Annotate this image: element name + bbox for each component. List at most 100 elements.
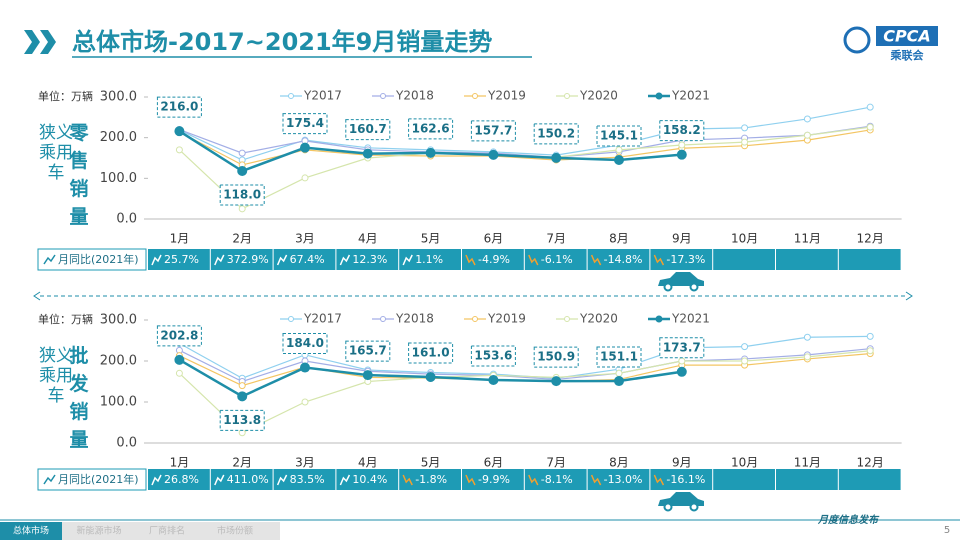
point xyxy=(615,146,623,154)
x-tick-label: 4月 xyxy=(358,232,378,246)
value-label-box xyxy=(282,113,328,135)
x-tick-label: 6月 xyxy=(484,232,504,246)
yoy-trend-icon xyxy=(276,254,288,266)
yoy-trend-icon xyxy=(214,254,225,266)
point xyxy=(614,154,624,165)
footer-tab[interactable]: 厂商排名 xyxy=(149,525,185,537)
yoy-cell xyxy=(336,249,399,270)
yoy-trend-icon xyxy=(465,254,476,266)
yoy-trend-icon xyxy=(528,254,539,266)
legend-label: Y2019 xyxy=(487,312,526,326)
x-tick-label: 12月 xyxy=(857,232,884,246)
legend-marker xyxy=(380,93,386,99)
car-wheel xyxy=(689,282,699,292)
unit-label: 单位：万辆 xyxy=(38,312,93,326)
value-label-box xyxy=(659,120,705,142)
x-tick-label: 4月 xyxy=(358,456,378,470)
yoy-trend-icon xyxy=(402,474,413,486)
value-label-box xyxy=(533,346,579,368)
yoy-cell xyxy=(838,469,901,490)
value-label-box xyxy=(596,125,642,147)
value-label-box xyxy=(282,333,328,355)
value-label: 150.2 xyxy=(537,126,575,140)
yoy-cell xyxy=(776,249,838,270)
x-tick-label: 8月 xyxy=(609,232,629,246)
legend-marker xyxy=(380,316,386,322)
point xyxy=(866,347,874,355)
car-icon xyxy=(658,492,704,506)
car-wheel xyxy=(663,282,673,292)
footer-tab-active[interactable] xyxy=(0,522,62,540)
x-tick-label: 11月 xyxy=(794,232,821,246)
legend-marker xyxy=(655,92,663,100)
value-label: 173.7 xyxy=(663,340,701,354)
logo-sub: 乘联会 xyxy=(890,48,925,62)
legend-label: Y2018 xyxy=(395,89,434,103)
value-label: 160.7 xyxy=(349,122,387,136)
car-icon xyxy=(658,272,704,286)
value-label-box xyxy=(470,345,516,367)
point xyxy=(237,391,248,402)
point xyxy=(238,149,246,157)
yoy-cell xyxy=(210,469,273,490)
yoy-cell xyxy=(838,249,901,270)
yoy-cell xyxy=(713,249,775,270)
legend-marker xyxy=(655,315,663,323)
yoy-cell xyxy=(336,469,399,490)
yoy-value: 1.1% xyxy=(415,253,443,266)
point xyxy=(676,366,687,377)
x-tick-label: 11月 xyxy=(794,456,821,470)
yoy-cell xyxy=(713,469,775,490)
y-tick-label: 300.0 xyxy=(100,313,137,328)
x-tick-label: 9月 xyxy=(672,232,692,246)
yoy-cell xyxy=(273,469,336,490)
yoy-value: 10.4% xyxy=(352,473,387,486)
yoy-value: 25.7% xyxy=(164,253,199,266)
legend-marker xyxy=(564,316,570,322)
point xyxy=(362,370,373,381)
point xyxy=(678,357,686,365)
yoy-label: 月同比(2021年) xyxy=(58,252,139,266)
x-tick-label: 3月 xyxy=(295,456,315,470)
yoy-cell xyxy=(776,469,838,490)
point xyxy=(551,152,562,163)
logo-box xyxy=(876,26,938,46)
point xyxy=(488,149,499,160)
series-line xyxy=(178,350,871,434)
point xyxy=(301,398,309,406)
value-label-box xyxy=(345,340,391,362)
footer-tab[interactable]: 市场份额 xyxy=(217,525,253,537)
chart-title: 批发销量 xyxy=(69,345,89,451)
y-tick-label: 0.0 xyxy=(116,212,137,227)
yoy-value: 372.9% xyxy=(227,253,269,266)
value-label: 150.9 xyxy=(537,350,575,364)
footer-tab[interactable]: 新能源市场 xyxy=(76,525,121,537)
value-label: 184.0 xyxy=(286,336,324,350)
point xyxy=(866,123,874,131)
yoy-trend-icon xyxy=(653,474,665,486)
y-tick-label: 0.0 xyxy=(116,436,137,451)
value-label-box xyxy=(659,337,705,359)
series-line xyxy=(179,348,871,383)
point xyxy=(803,131,811,139)
x-tick-label: 10月 xyxy=(731,232,758,246)
x-tick-label: 9月 xyxy=(672,456,692,470)
yoy-cell xyxy=(399,249,461,270)
value-label-box xyxy=(470,120,516,142)
yoy-trend-icon xyxy=(465,474,476,486)
footer-bar xyxy=(0,522,280,540)
yoy-icon xyxy=(43,254,56,265)
x-tick-label: 8月 xyxy=(609,456,629,470)
yoy-cell xyxy=(650,469,713,490)
value-label-box xyxy=(408,118,454,140)
x-tick-label: 12月 xyxy=(857,456,884,470)
footer-tab[interactable]: 总体市场 xyxy=(13,525,49,537)
point xyxy=(301,174,309,182)
y-tick-label: 100.0 xyxy=(100,171,137,186)
point xyxy=(866,332,874,340)
point xyxy=(425,371,436,382)
point xyxy=(741,138,749,146)
chevron xyxy=(24,30,40,54)
yoy-value: -6.1% xyxy=(541,253,573,266)
